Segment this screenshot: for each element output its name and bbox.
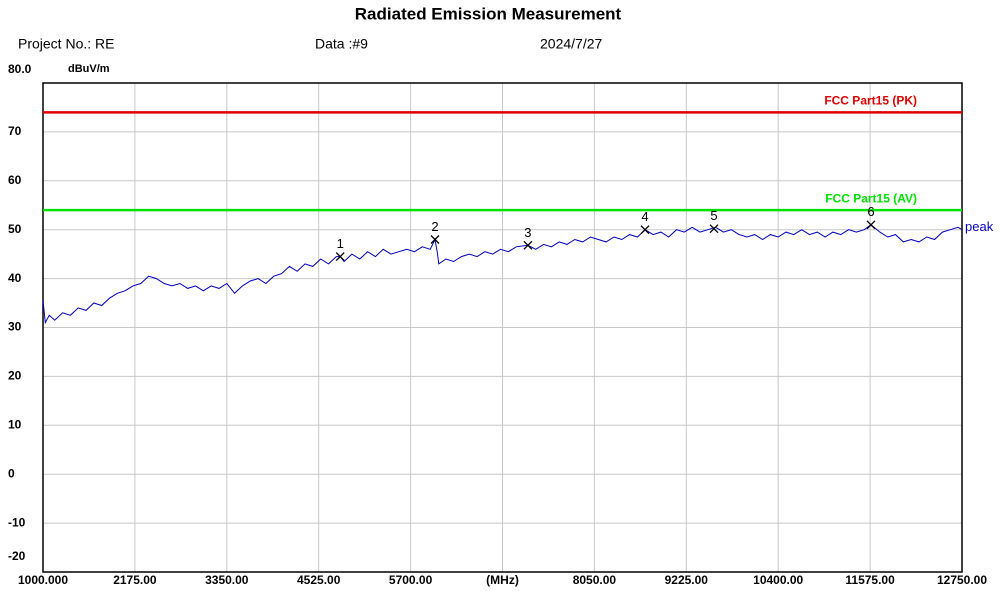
y-axis-label: dBuV/m [68, 63, 110, 75]
y-tick-label: 40 [8, 271, 22, 285]
y-tick-label: -10 [8, 515, 26, 529]
data-no: Data :#9 [315, 36, 368, 52]
y-tick-label: 10 [8, 417, 22, 431]
y-tick-label: -20 [8, 549, 26, 563]
marker-label: 5 [710, 208, 717, 223]
marker-label: 6 [867, 204, 874, 219]
x-tick-label: 1000.000 [18, 573, 68, 587]
marker [866, 220, 876, 230]
trace-label: peak [965, 219, 994, 234]
y-tick-label: 50 [8, 222, 22, 236]
marker [709, 224, 719, 234]
marker-label: 3 [524, 225, 531, 240]
marker [430, 235, 440, 244]
x-tick-label: (MHz) [486, 573, 519, 587]
x-tick-label: 8050.00 [573, 573, 617, 587]
chart-title: Radiated Emission Measurement [355, 4, 622, 23]
x-tick-label: 3350.00 [205, 573, 249, 587]
y-tick-label: 70 [8, 124, 22, 138]
project: Project No.: RE [18, 36, 114, 52]
marker-label: 2 [431, 219, 438, 234]
y-tick-label: 60 [8, 173, 22, 187]
y-tick-label: 80.0 [8, 62, 32, 76]
y-tick-label: 20 [8, 369, 22, 383]
x-tick-label: 11575.00 [845, 573, 895, 587]
marker [335, 252, 345, 262]
marker-label: 4 [641, 209, 648, 224]
y-tick-label: 0 [8, 466, 15, 480]
x-tick-label: 9225.00 [665, 573, 709, 587]
date: 2024/7/27 [540, 36, 602, 52]
x-tick-label: 4525.00 [297, 573, 341, 587]
x-tick-label: 10400.00 [753, 573, 803, 587]
x-tick-label: 12750.00 [937, 573, 987, 587]
x-tick-label: 5700.00 [389, 573, 433, 587]
x-tick-label: 2175.00 [113, 573, 157, 587]
limit-label: FCC Part15 (AV) [825, 191, 917, 205]
limit-label: FCC Part15 (PK) [824, 94, 917, 108]
marker [523, 240, 533, 250]
marker [640, 225, 650, 235]
marker-label: 1 [337, 236, 344, 251]
y-tick-label: 30 [8, 320, 22, 334]
plot-frame [42, 82, 963, 573]
trace [42, 224, 963, 325]
